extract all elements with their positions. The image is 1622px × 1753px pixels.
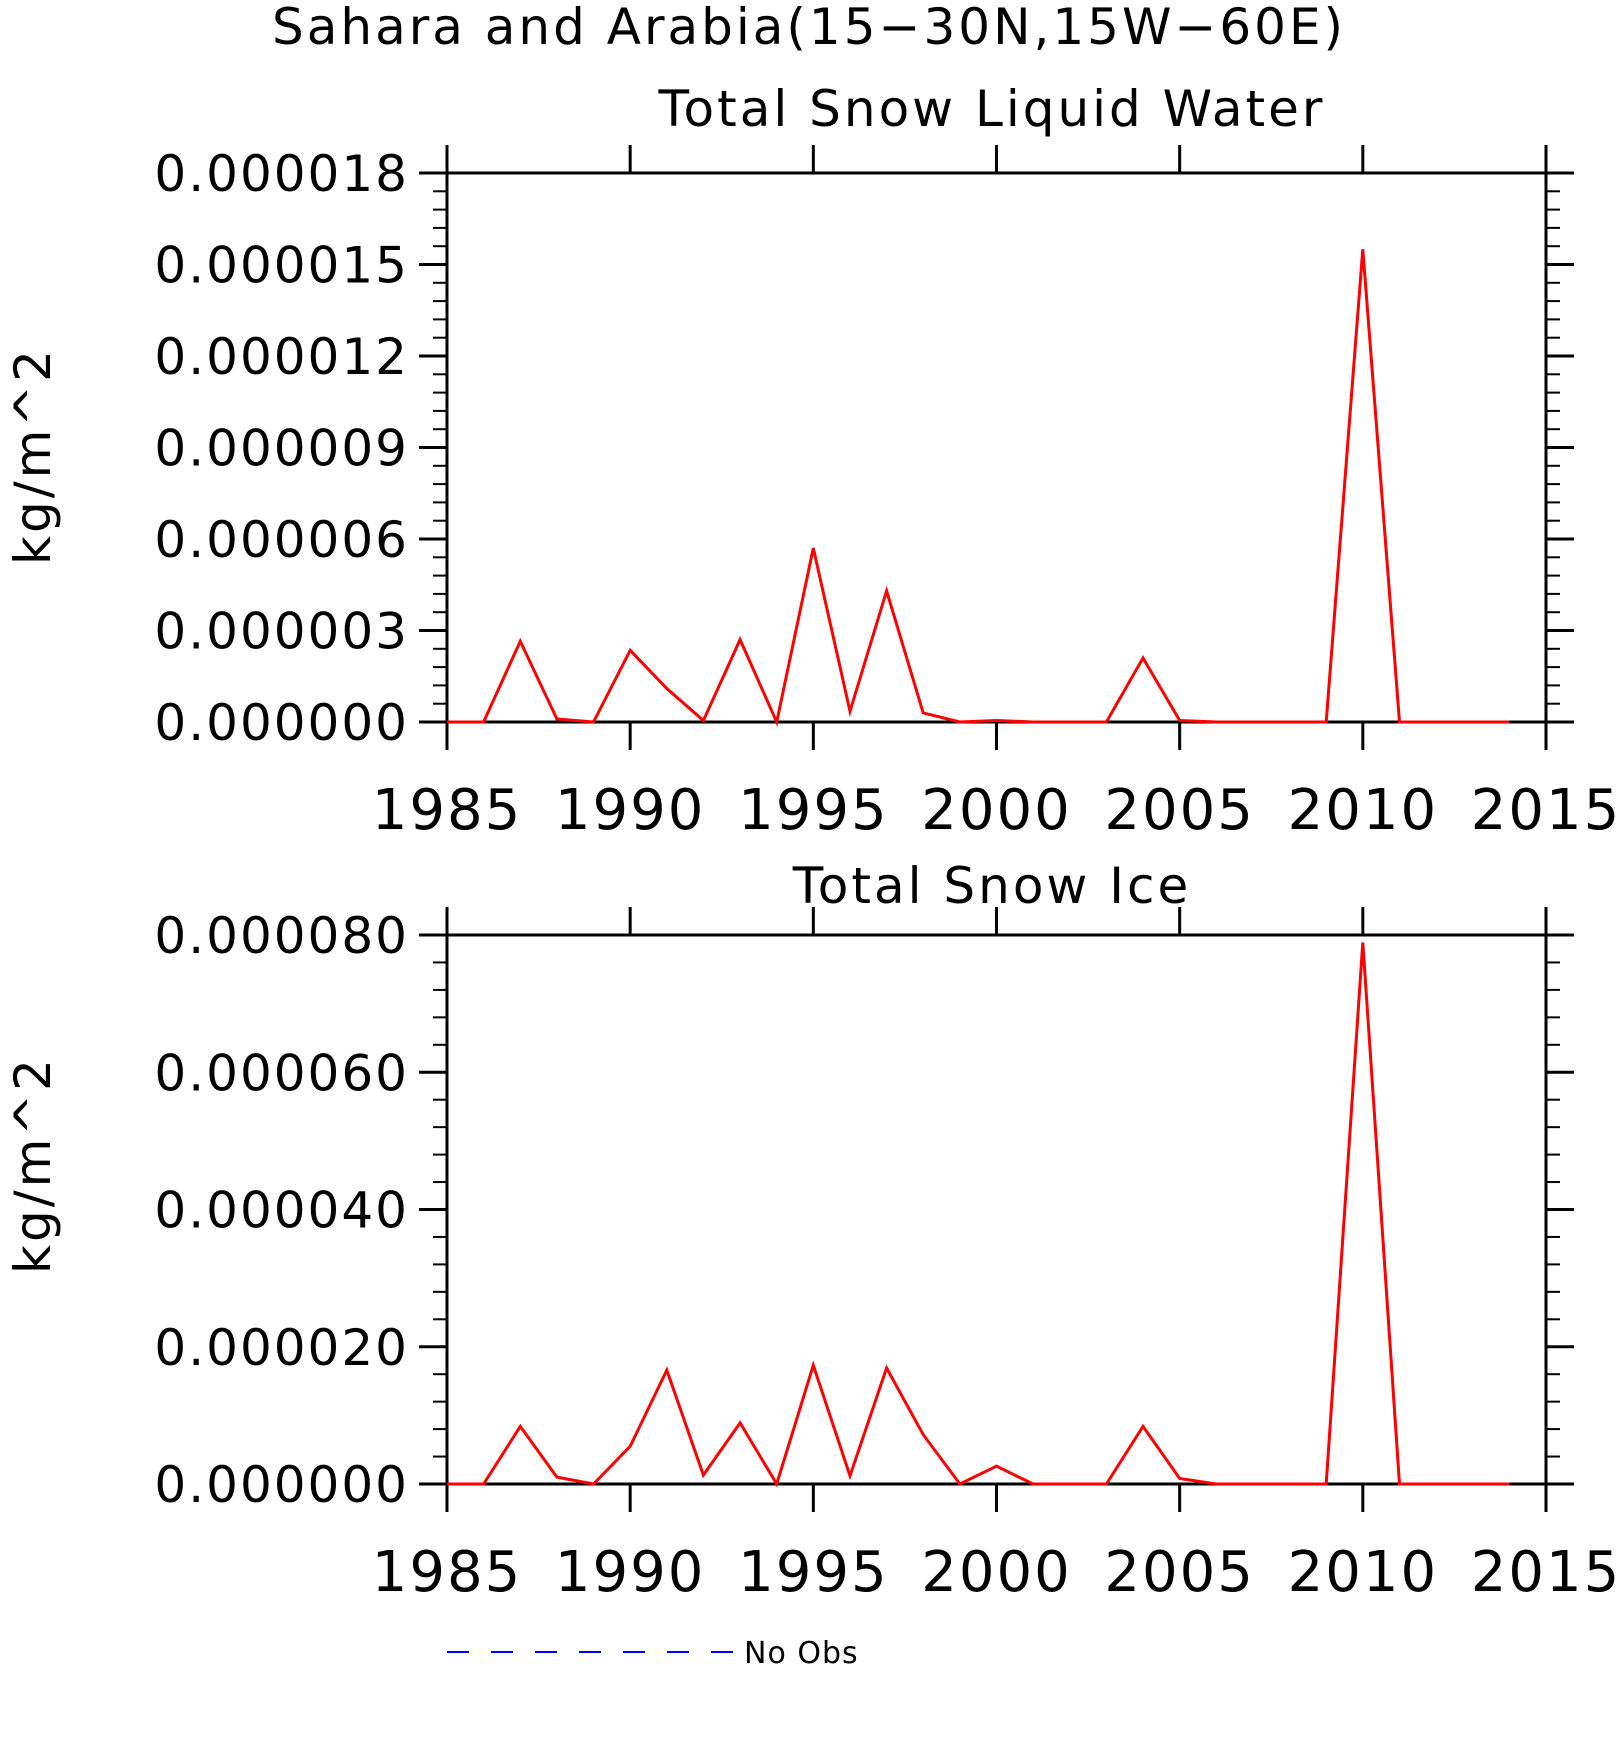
- y-tick-label: 0.000000: [154, 1456, 409, 1514]
- x-tick-label: 2000: [921, 778, 1072, 843]
- y-tick-label: 0.000040: [154, 1182, 409, 1240]
- x-tick-label: 2000: [921, 1540, 1072, 1605]
- x-tick-label: 2005: [1104, 1540, 1255, 1605]
- legend-label-no-obs: No Obs: [744, 1636, 859, 1671]
- x-tick-label: 1995: [738, 778, 889, 843]
- y-axis-label: kg/m^2: [4, 347, 62, 565]
- x-tick-label: 1990: [555, 778, 706, 843]
- y-tick-label: 0.000003: [154, 603, 409, 661]
- x-tick-label: 1995: [738, 1540, 889, 1605]
- y-tick-label: 0.000009: [154, 420, 409, 478]
- series-line: [447, 942, 1510, 1488]
- y-axis-label: kg/m^2: [4, 1056, 62, 1274]
- x-tick-label: 2015: [1471, 778, 1622, 843]
- chart-panel-snow-ice: Total Snow Ice 0.0000000.0000200.0000400…: [4, 857, 1622, 1605]
- series-line: [447, 249, 1510, 727]
- y-tick-label: 0.000080: [154, 907, 409, 965]
- y-tick-label: 0.000015: [154, 237, 409, 295]
- y-tick-label: 0.000018: [154, 145, 409, 203]
- legend: No Obs: [447, 1636, 859, 1671]
- chart-panel-snow-liquid-water: Total Snow Liquid Water 0.000000 0.000003…: [4, 80, 1622, 843]
- x-tick-label: 1985: [372, 1540, 523, 1605]
- plot-frame: [445, 171, 1548, 724]
- y-tick-label: 0.000012: [154, 328, 409, 386]
- figure-title: Sahara and Arabia(15−30N,15W−60E): [272, 0, 1346, 56]
- plot-axes: 0.000000 0.000003 0.000006 0.000009 0.000012…: [154, 145, 1622, 843]
- chart-title: Total Snow Liquid Water: [658, 80, 1326, 138]
- x-tick-label: 1985: [372, 778, 523, 843]
- x-tick-label: 2010: [1288, 778, 1439, 843]
- y-tick-label: 0.000000: [154, 694, 409, 752]
- x-tick-label: 1990: [555, 1540, 706, 1605]
- chart-title: Total Snow Ice: [792, 857, 1191, 915]
- x-tick-label: 2015: [1471, 1540, 1622, 1605]
- plot-axes: 0.000000 0.000020 0.000040 0.000060 0.000080…: [154, 907, 1622, 1605]
- x-tick-label: 2005: [1104, 778, 1255, 843]
- y-tick-label: 0.000020: [154, 1319, 409, 1377]
- y-tick-label: 0.000060: [154, 1044, 409, 1102]
- y-tick-label: 0.000006: [154, 511, 409, 569]
- x-tick-label: 2010: [1288, 1540, 1439, 1605]
